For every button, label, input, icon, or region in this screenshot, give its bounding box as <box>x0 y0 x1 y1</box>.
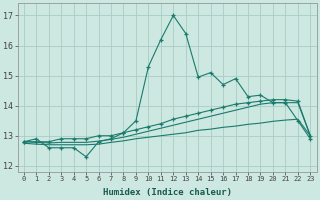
X-axis label: Humidex (Indice chaleur): Humidex (Indice chaleur) <box>103 188 232 197</box>
